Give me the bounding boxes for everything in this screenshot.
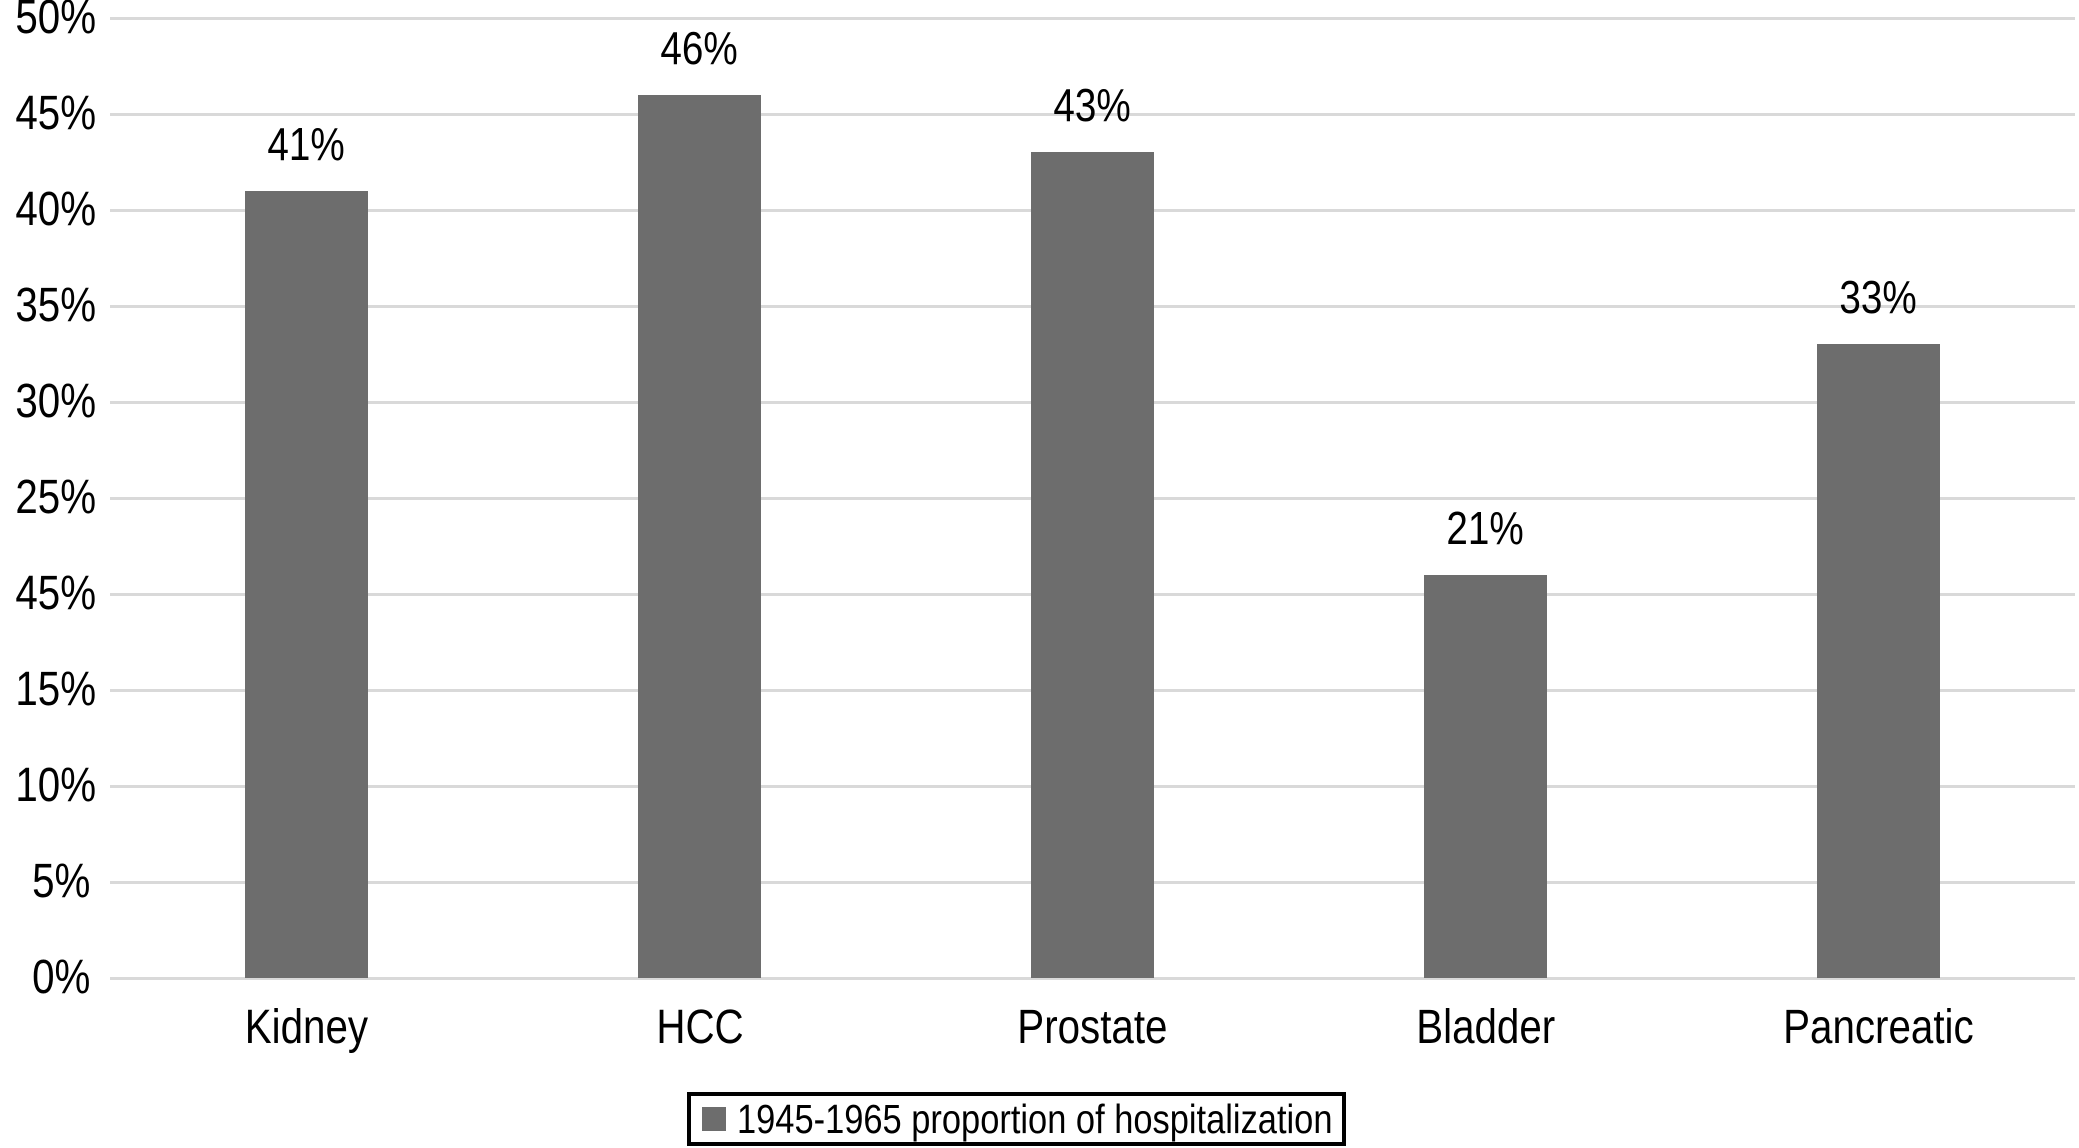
y-axis-tick-label: 10%	[15, 759, 97, 812]
legend-swatch-icon	[702, 1107, 726, 1131]
x-axis-category-label: Bladder	[1416, 1001, 1555, 1054]
bar-value-label: 43%	[1053, 79, 1132, 131]
gridline	[110, 977, 2075, 980]
y-axis-tick-label: 45%	[15, 87, 97, 140]
y-axis-tick-label: 45%	[15, 567, 97, 620]
x-axis-category-label: HCC	[655, 1001, 744, 1054]
y-axis-tick-label: 35%	[15, 279, 97, 332]
y-axis-tick-label: 40%	[15, 183, 97, 236]
legend-label: 1945-1965 proportion of hospitalization	[737, 1096, 1333, 1142]
bar-value-label: 33%	[1839, 271, 1918, 323]
plot-area: 41% 46% 43% 21% 33%	[110, 17, 2075, 980]
bar	[1817, 344, 1940, 978]
x-axis-category-label: Kidney	[244, 1001, 369, 1054]
bar-value-label: 46%	[660, 22, 739, 74]
x-axis-category-label: Prostate	[1017, 1001, 1168, 1054]
bar	[638, 95, 761, 978]
bar-value-label: 21%	[1446, 502, 1525, 554]
gridline	[110, 113, 2075, 116]
y-axis-tick-label: 0%	[31, 951, 90, 1004]
y-axis-tick-label: 5%	[31, 855, 90, 908]
y-axis-tick-label: 15%	[15, 663, 97, 716]
y-axis-tick-label: 25%	[15, 471, 97, 524]
bar	[1424, 575, 1547, 978]
bar-value-label: 41%	[267, 118, 346, 170]
bar	[1031, 152, 1154, 978]
gridline	[110, 17, 2075, 20]
y-axis-tick-label: 30%	[15, 375, 97, 428]
y-axis-tick-label: 50%	[15, 0, 97, 44]
x-axis-category-label: Pancreatic	[1783, 1001, 1974, 1054]
legend: 1945-1965 proportion of hospitalization	[687, 1092, 1346, 1146]
bar	[245, 191, 368, 978]
